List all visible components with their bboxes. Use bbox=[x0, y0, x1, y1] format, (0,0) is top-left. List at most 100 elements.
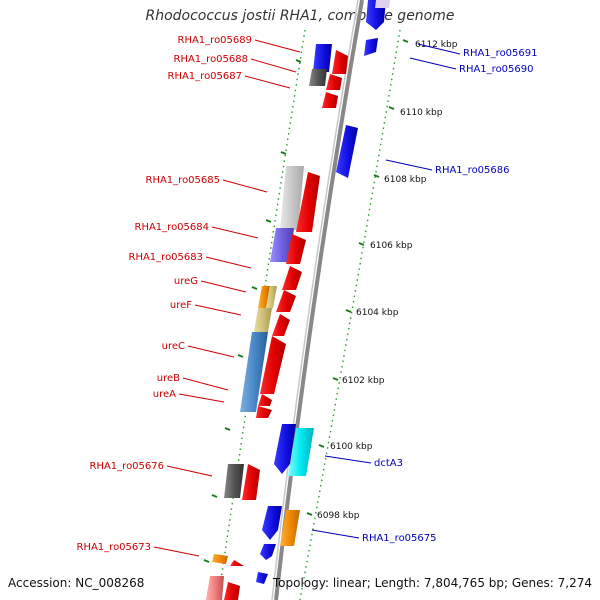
gene-ureG-red[interactable] bbox=[276, 290, 296, 312]
label-leader bbox=[311, 529, 360, 539]
gene-features bbox=[206, 0, 390, 600]
gene-ro05687[interactable] bbox=[322, 92, 338, 108]
gene-block-pink[interactable] bbox=[375, 0, 390, 8]
tick-mark bbox=[306, 512, 313, 516]
label-leader bbox=[187, 345, 235, 358]
label-leader bbox=[409, 57, 457, 70]
label-leader bbox=[182, 377, 229, 391]
tick-mark bbox=[295, 59, 302, 63]
label-leader bbox=[417, 43, 461, 55]
gene-ureG-khaki[interactable] bbox=[266, 286, 277, 308]
label-leader bbox=[194, 304, 242, 316]
gene-ro05688-red[interactable] bbox=[326, 74, 342, 90]
gene-ro05673-red[interactable] bbox=[230, 560, 244, 566]
tick-mark bbox=[373, 174, 380, 178]
gene-ureF-red[interactable] bbox=[272, 314, 290, 336]
left-gene-label[interactable]: RHA1_ro05684 bbox=[135, 222, 210, 233]
kbp-labels: 6112 kbp 6110 kbp 6108 kbp 6106 kbp 6104… bbox=[317, 40, 458, 521]
tick-mark bbox=[211, 494, 218, 498]
kbp-label: 6112 kbp bbox=[415, 40, 458, 50]
label-leader bbox=[205, 256, 252, 269]
label-leader bbox=[211, 226, 259, 239]
tick-mark bbox=[224, 427, 231, 431]
gene-ro05685-red[interactable] bbox=[296, 172, 320, 232]
gene-ro05675[interactable] bbox=[280, 510, 300, 546]
kbp-ticks bbox=[203, 39, 409, 563]
gene-block-blue[interactable] bbox=[364, 38, 378, 56]
accession-text: Accession: NC_008268 bbox=[8, 576, 145, 590]
left-gene-label[interactable]: RHA1_ro05689 bbox=[178, 35, 253, 46]
tick-mark bbox=[358, 242, 365, 246]
gene-ro05689[interactable] bbox=[313, 44, 332, 72]
right-gene-label[interactable]: RHA1_ro05691 bbox=[463, 48, 538, 59]
label-leader bbox=[166, 465, 213, 477]
kbp-label: 6110 kbp bbox=[400, 108, 443, 118]
left-gene-label[interactable]: RHA1_ro05673 bbox=[77, 542, 152, 553]
label-leader bbox=[153, 546, 200, 557]
tick-mark bbox=[280, 151, 287, 155]
label-leader bbox=[250, 58, 297, 73]
kbp-label: 6100 kbp bbox=[330, 442, 373, 452]
genome-backbone-shadow bbox=[271, 0, 359, 600]
tick-mark bbox=[265, 219, 272, 223]
genome-summary-text: Topology: linear; Length: 7,804,765 bp; … bbox=[272, 576, 592, 590]
gene-ro05683[interactable] bbox=[282, 266, 302, 290]
right-gene-label[interactable]: RHA1_ro05690 bbox=[459, 64, 534, 75]
gene-ro05673[interactable] bbox=[212, 554, 228, 564]
gene-ureC-red[interactable] bbox=[260, 336, 286, 394]
tick-mark bbox=[251, 286, 258, 290]
left-gene-label[interactable]: RHA1_ro05688 bbox=[174, 54, 249, 65]
left-gene-label[interactable]: ureC bbox=[162, 341, 185, 352]
gene-ro05685[interactable] bbox=[280, 166, 304, 230]
left-gene-label[interactable]: ureG bbox=[174, 276, 198, 287]
gene-dctA3[interactable] bbox=[288, 428, 314, 476]
tick-mark bbox=[332, 377, 339, 381]
kbp-label: 6104 kbp bbox=[356, 308, 399, 318]
left-gene-label[interactable]: ureB bbox=[157, 373, 180, 384]
tick-mark bbox=[318, 444, 325, 448]
gene-ureA[interactable] bbox=[256, 406, 272, 418]
gene-dctA3-blue[interactable] bbox=[274, 424, 296, 474]
left-gene-label[interactable]: ureA bbox=[153, 389, 176, 400]
label-leader bbox=[385, 159, 433, 171]
gene-ureC[interactable] bbox=[240, 332, 268, 412]
gene-ro05675-blue[interactable] bbox=[262, 506, 282, 540]
right-gene-label[interactable]: dctA3 bbox=[374, 458, 403, 469]
right-gene-labels: RHA1_ro05691 RHA1_ro05690 RHA1_ro05686 d… bbox=[311, 43, 538, 544]
gene-ro05686[interactable] bbox=[336, 125, 358, 178]
tick-mark bbox=[402, 39, 409, 43]
gene-ureF[interactable] bbox=[254, 308, 272, 332]
gene-small-blue[interactable] bbox=[260, 544, 276, 560]
gene-ro05688[interactable] bbox=[309, 69, 327, 86]
label-leader bbox=[254, 39, 301, 53]
left-gene-label[interactable]: RHA1_ro05687 bbox=[168, 71, 243, 82]
left-gene-label[interactable]: RHA1_ro05683 bbox=[129, 252, 204, 263]
gene-ro05684-red[interactable] bbox=[286, 234, 306, 264]
left-gene-label[interactable]: RHA1_ro05676 bbox=[90, 461, 165, 472]
gene-ro05676[interactable] bbox=[224, 464, 244, 498]
label-leader bbox=[222, 179, 268, 193]
right-gene-label[interactable]: RHA1_ro05675 bbox=[362, 533, 437, 544]
tick-mark bbox=[237, 354, 244, 358]
right-strand-guide bbox=[299, 29, 401, 600]
gene-block-blue[interactable] bbox=[256, 572, 268, 584]
label-leader bbox=[324, 455, 372, 464]
kbp-label: 6102 kbp bbox=[342, 376, 385, 386]
tick-mark bbox=[203, 559, 210, 563]
gene-block-red[interactable] bbox=[224, 582, 240, 600]
kbp-label: 6108 kbp bbox=[384, 175, 427, 185]
label-leader bbox=[200, 280, 247, 293]
gene-ro05689-red[interactable] bbox=[332, 50, 348, 74]
gene-ro05684[interactable] bbox=[270, 228, 294, 262]
gene-ureB[interactable] bbox=[258, 394, 272, 406]
gene-ro05676-red[interactable] bbox=[242, 464, 260, 500]
left-gene-label[interactable]: ureF bbox=[170, 300, 192, 311]
right-gene-label[interactable]: RHA1_ro05686 bbox=[435, 165, 510, 176]
label-leader bbox=[244, 75, 291, 89]
left-gene-label[interactable]: RHA1_ro05685 bbox=[146, 175, 221, 186]
kbp-label: 6106 kbp bbox=[370, 241, 413, 251]
tick-mark bbox=[345, 309, 352, 313]
gene-block-pink[interactable] bbox=[206, 576, 224, 600]
